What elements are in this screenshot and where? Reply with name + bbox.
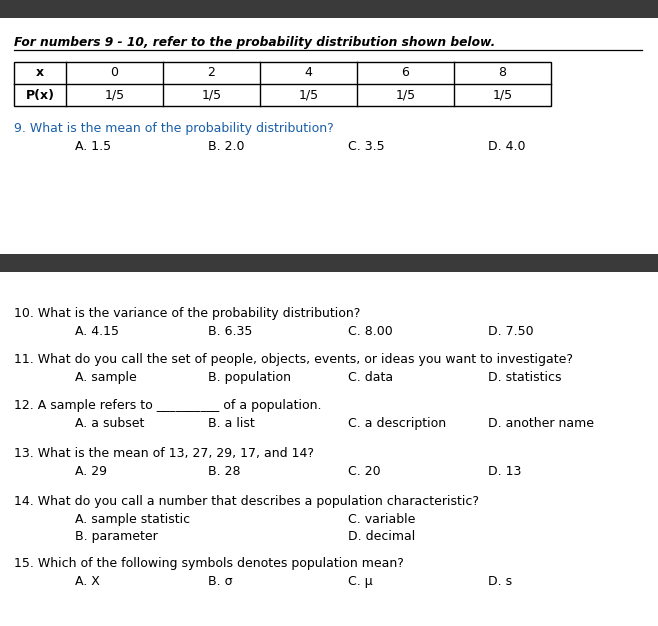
Text: 10. What is the variance of the probability distribution?: 10. What is the variance of the probabil… <box>14 307 361 320</box>
Text: A. sample statistic: A. sample statistic <box>75 513 190 526</box>
Text: 13. What is the mean of 13, 27, 29, 17, and 14?: 13. What is the mean of 13, 27, 29, 17, … <box>14 447 314 460</box>
Text: 2: 2 <box>207 66 215 80</box>
Text: 8: 8 <box>499 66 507 80</box>
Bar <box>0 254 658 272</box>
Text: D. 13: D. 13 <box>488 465 521 478</box>
Text: A. 1.5: A. 1.5 <box>75 140 111 153</box>
Text: B. a list: B. a list <box>208 417 255 430</box>
Text: 6: 6 <box>401 66 409 80</box>
Text: 14. What do you call a number that describes a population characteristic?: 14. What do you call a number that descr… <box>14 495 479 508</box>
Text: B. population: B. population <box>208 371 291 384</box>
Text: B. 28: B. 28 <box>208 465 241 478</box>
Text: C. μ: C. μ <box>348 575 372 588</box>
Text: C. 20: C. 20 <box>348 465 380 478</box>
Text: x: x <box>36 66 44 80</box>
Text: A. 29: A. 29 <box>75 465 107 478</box>
Text: A. a subset: A. a subset <box>75 417 144 430</box>
Text: D. statistics: D. statistics <box>488 371 561 384</box>
Text: 15. Which of the following symbols denotes population mean?: 15. Which of the following symbols denot… <box>14 557 404 570</box>
Text: 1/5: 1/5 <box>299 88 318 101</box>
Text: D. 7.50: D. 7.50 <box>488 325 534 338</box>
Text: A. sample: A. sample <box>75 371 137 384</box>
Bar <box>0 0 658 18</box>
Text: B. parameter: B. parameter <box>75 530 158 543</box>
Text: A. 4.15: A. 4.15 <box>75 325 119 338</box>
Text: C. variable: C. variable <box>348 513 415 526</box>
Text: 1/5: 1/5 <box>492 88 513 101</box>
Text: 11. What do you call the set of people, objects, events, or ideas you want to in: 11. What do you call the set of people, … <box>14 353 573 366</box>
Text: C. data: C. data <box>348 371 393 384</box>
Text: C. 8.00: C. 8.00 <box>348 325 393 338</box>
Text: P(x): P(x) <box>26 88 55 101</box>
Text: For numbers 9 - 10, refer to the probability distribution shown below.: For numbers 9 - 10, refer to the probabi… <box>14 36 495 49</box>
Text: C. 3.5: C. 3.5 <box>348 140 385 153</box>
Text: D. s: D. s <box>488 575 512 588</box>
Text: B. 2.0: B. 2.0 <box>208 140 245 153</box>
Text: D. 4.0: D. 4.0 <box>488 140 526 153</box>
Text: 1/5: 1/5 <box>395 88 416 101</box>
Bar <box>14 62 551 106</box>
Text: B. 6.35: B. 6.35 <box>208 325 253 338</box>
Text: 4: 4 <box>305 66 313 80</box>
Text: B. σ: B. σ <box>208 575 233 588</box>
Text: C. a description: C. a description <box>348 417 446 430</box>
Text: 12. A sample refers to __________ of a population.: 12. A sample refers to __________ of a p… <box>14 399 322 412</box>
Text: 1/5: 1/5 <box>105 88 124 101</box>
Text: D. decimal: D. decimal <box>348 530 415 543</box>
Text: 0: 0 <box>111 66 118 80</box>
Text: A. X: A. X <box>75 575 100 588</box>
Text: D. another name: D. another name <box>488 417 594 430</box>
Text: 9. What is the mean of the probability distribution?: 9. What is the mean of the probability d… <box>14 122 334 135</box>
Text: 1/5: 1/5 <box>201 88 222 101</box>
